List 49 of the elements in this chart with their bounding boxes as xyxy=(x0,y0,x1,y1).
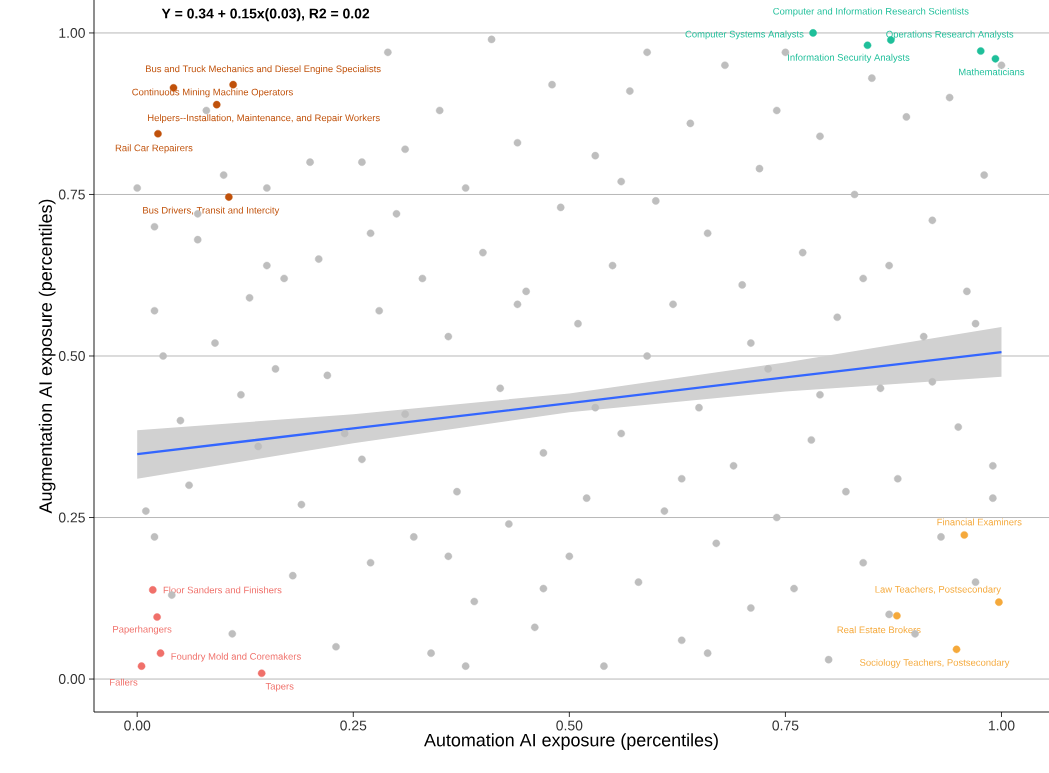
annotation: Foundry Mold and Coremakers xyxy=(171,652,301,662)
annotation: Law Teachers, Postsecondary xyxy=(875,585,1001,595)
point xyxy=(893,611,901,620)
x-tick-label: 0.25 xyxy=(340,720,367,731)
annotation: Operations Research Analysts xyxy=(886,30,1014,40)
point xyxy=(991,55,1000,63)
annotation: Paperhangers xyxy=(113,625,172,635)
annotation: Fallers xyxy=(110,678,138,686)
text: Y = 0.34 + 0.15x(0.03), R2 = 0.02 xyxy=(161,8,370,22)
point xyxy=(225,193,233,201)
annotation: Bus and Truck Mechanics and Diesel Engine Specialists xyxy=(146,65,381,75)
annotation: Computer and Information Research Scientists xyxy=(773,7,969,17)
point xyxy=(154,129,162,138)
y-tick-label: 0.75 xyxy=(58,189,85,200)
annotation: Real Estate Brokers xyxy=(837,626,921,634)
annotation: Bus Drivers, Transit and Intercity xyxy=(143,206,280,216)
point xyxy=(212,100,221,109)
y-tick-label: 0.50 xyxy=(58,351,85,361)
point xyxy=(960,531,969,539)
x-tick-label: 0.75 xyxy=(772,720,799,731)
point xyxy=(137,662,146,670)
y-axis-title: Augmentation AI exposure (percentiles) xyxy=(38,199,56,514)
x-axis-title: Automation AI exposure (percentiles) xyxy=(424,733,718,750)
line-series xyxy=(136,350,1003,456)
x-tick-label: 0.00 xyxy=(124,720,151,731)
point xyxy=(148,586,157,594)
annotation: Mathematicians xyxy=(959,68,1025,76)
point xyxy=(995,598,1003,606)
annotation: Continuous Mining Machine Operators xyxy=(132,88,293,98)
point xyxy=(257,669,266,678)
point xyxy=(952,645,961,654)
y-tick-label: 1.00 xyxy=(59,27,85,38)
annotation: Tapers xyxy=(265,682,294,692)
annotation: Financial Examiners xyxy=(937,518,1022,526)
point xyxy=(976,47,985,55)
annotation: Floor Sanders and Finishers xyxy=(163,586,282,594)
point xyxy=(156,649,165,657)
y-tick-label: 0.00 xyxy=(58,674,85,684)
annotation: Information Security Analysts xyxy=(788,53,910,63)
annotation: Helpers--Installation, Maintenance, and Repair Workers xyxy=(148,114,380,124)
point xyxy=(153,613,161,621)
x-tick-label: 1.00 xyxy=(988,720,1015,731)
x-tick-label: 0.50 xyxy=(556,720,583,731)
point xyxy=(863,41,872,49)
annotation: Sociology Teachers, Postsecondary xyxy=(860,658,1010,668)
point xyxy=(809,29,817,37)
annotation: Computer Systems Analysts xyxy=(685,30,804,40)
y-tick-label: 0.25 xyxy=(58,512,85,523)
annotation: Rail Car Repairers xyxy=(115,144,193,154)
